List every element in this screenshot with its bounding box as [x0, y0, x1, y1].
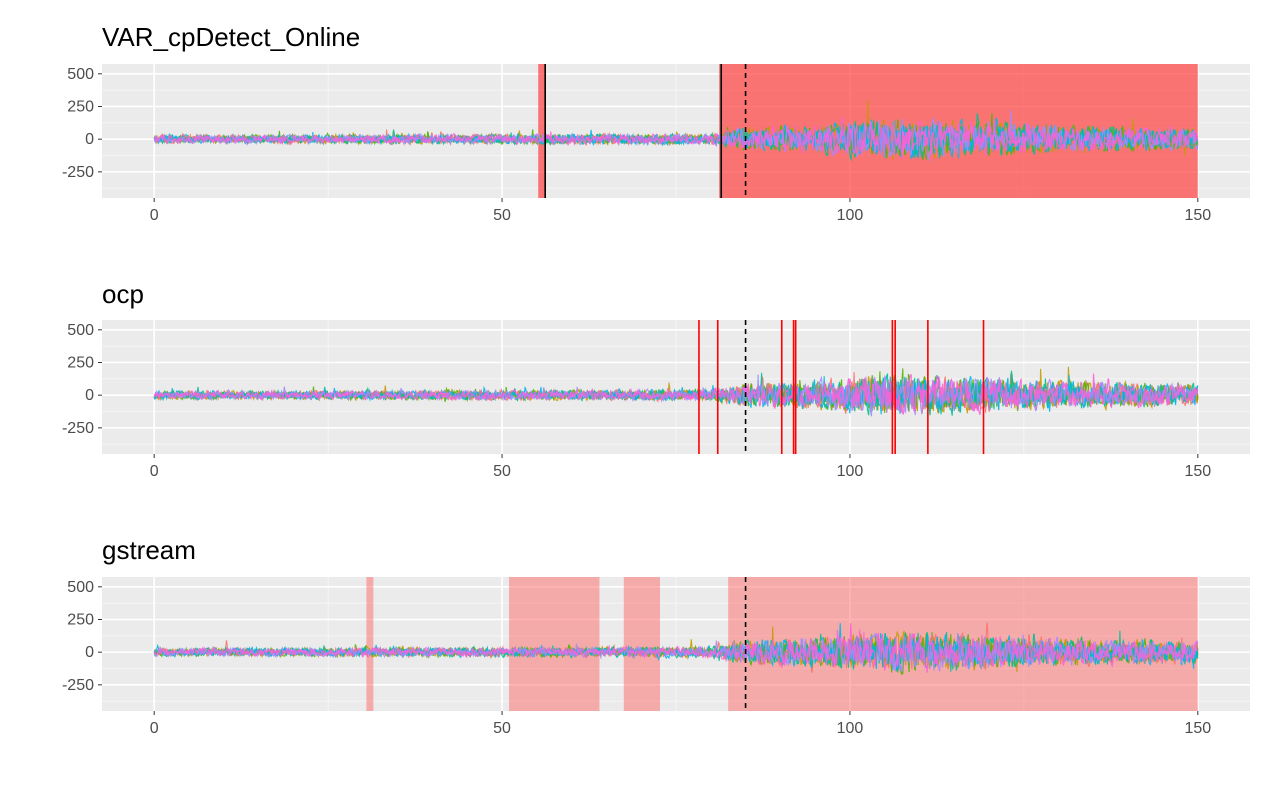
series-line — [153, 373, 1199, 416]
panel-title: VAR_cpDetect_Online — [102, 22, 360, 52]
axes: -250 0 250 500 0 50 100 150 — [62, 579, 1211, 737]
series-group — [153, 99, 1199, 162]
x-tick-label: 150 — [1184, 463, 1211, 480]
x-tick-label: 0 — [150, 463, 159, 480]
x-tick-label: 100 — [837, 463, 864, 480]
panel-ocp: ocp -250 0 250 500 0 50 100 150 — [62, 279, 1250, 480]
series-line — [153, 117, 1199, 160]
series-group — [153, 622, 1199, 676]
x-tick-label: 100 — [837, 207, 864, 224]
y-tick-label: 0 — [85, 387, 94, 404]
detection-region — [366, 577, 374, 711]
panel-title: gstream — [102, 535, 196, 565]
y-tick-label: -250 — [62, 677, 94, 694]
series-line — [153, 110, 1199, 161]
detection-region — [509, 577, 600, 711]
panel-gstream: gstream -250 0 250 500 0 50 100 150 — [62, 535, 1250, 737]
series-line — [153, 623, 1199, 673]
plot-layer: -250 0 250 500 0 50 100 150 — [62, 577, 1250, 737]
axes: -250 0 250 500 0 50 100 150 — [62, 66, 1211, 224]
plot-layer: -250 0 250 500 0 50 100 150 — [62, 64, 1250, 224]
series-group — [153, 366, 1199, 417]
detection-region — [623, 577, 660, 711]
y-tick-label: 0 — [85, 644, 94, 661]
series-line — [153, 374, 1199, 417]
y-tick-label: 250 — [67, 98, 94, 115]
series-line — [153, 375, 1199, 415]
y-tick-label: -250 — [62, 420, 94, 437]
x-tick-label: 150 — [1184, 207, 1211, 224]
plot-layer: -250 0 250 500 0 50 100 150 — [62, 320, 1250, 480]
x-tick-label: 100 — [837, 720, 864, 737]
x-tick-label: 0 — [150, 720, 159, 737]
x-tick-label: 50 — [493, 463, 511, 480]
y-tick-label: 250 — [67, 354, 94, 371]
y-tick-label: 500 — [67, 66, 94, 83]
y-tick-label: 250 — [67, 611, 94, 628]
y-tick-label: 0 — [85, 131, 94, 148]
y-tick-label: 500 — [67, 579, 94, 596]
x-tick-label: 150 — [1184, 720, 1211, 737]
axes: -250 0 250 500 0 50 100 150 — [62, 322, 1211, 480]
panel-title: ocp — [102, 279, 144, 309]
panel-var-cpdetect-online: VAR_cpDetect_Online -250 0 250 500 0 50 100 150 — [62, 22, 1250, 224]
x-tick-label: 50 — [493, 207, 511, 224]
detection-region — [538, 64, 546, 198]
y-tick-label: -250 — [62, 164, 94, 181]
x-tick-label: 50 — [493, 720, 511, 737]
y-tick-label: 500 — [67, 322, 94, 339]
x-tick-label: 0 — [150, 207, 159, 224]
